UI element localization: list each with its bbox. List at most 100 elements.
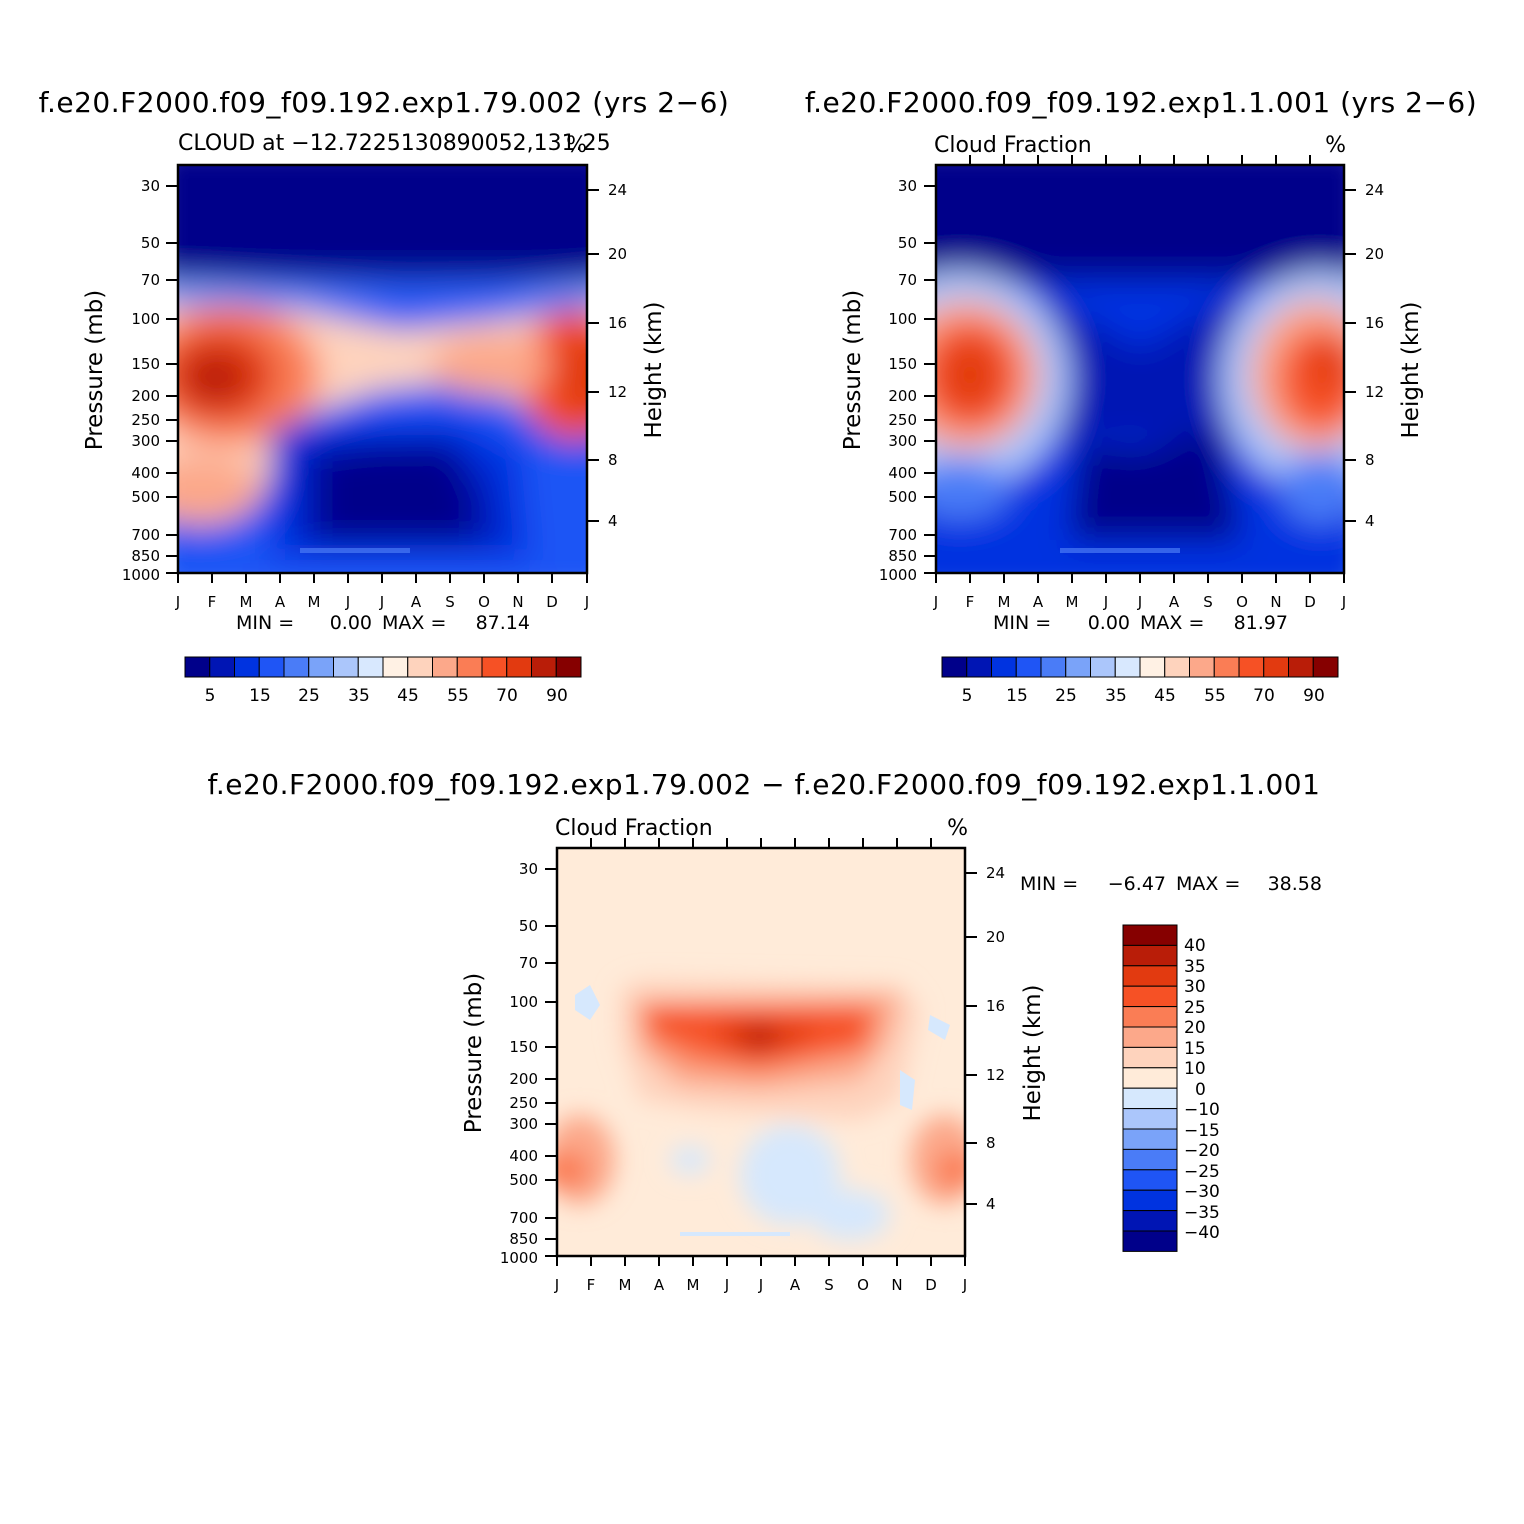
panel2-cb-swatch-9: [1164, 656, 1190, 678]
panel2-ylabel-6: 250: [888, 411, 917, 429]
panel2-cb-swatch-2: [991, 656, 1017, 678]
panel1-xlabel-7: A: [411, 593, 422, 611]
panel2-xlabel-0: J: [933, 593, 938, 611]
panel2-ylabel-2: 70: [898, 271, 917, 289]
panel3-rylabel-0: 24: [986, 864, 1005, 882]
panel2-ylabel-7: 300: [888, 432, 917, 450]
panel3-cb-swatch-2: [1122, 965, 1178, 987]
panel3-cb-swatch-10: [1122, 1128, 1178, 1150]
panel2-xlabel-8: S: [1203, 593, 1213, 611]
panel2-units: %: [1325, 133, 1346, 158]
panel3-xlabel-6: J: [758, 1276, 763, 1294]
panel1-xlabel-9: O: [478, 593, 490, 611]
panel1-xlabel-4: M: [308, 593, 321, 611]
panel3-xlabel-3: A: [654, 1276, 665, 1294]
panel3-xlabel-10: N: [891, 1276, 902, 1294]
panel2-max-value: 81.97: [1234, 612, 1288, 634]
panel2-cb-swatch-14: [1288, 656, 1314, 678]
panel2-ylabels: 30 50 70 100 150 200 250 300 400 500 700…: [879, 177, 917, 584]
panel2-rylabel-4: 8: [1365, 451, 1375, 469]
panel3-ylabel-10: 700: [509, 1209, 538, 1227]
panel1-ylabel-5: 200: [131, 387, 160, 405]
panel1-ylabel-3: 100: [131, 310, 160, 328]
panel2-xlabel-2: M: [998, 593, 1011, 611]
panel3-xlabels: J F M A M J J A S O N D J: [554, 1276, 967, 1294]
panel3-cb-swatch-11: [1122, 1148, 1178, 1171]
panel1-cb-swatch-1: [209, 656, 235, 678]
panel1-ylabel-1: 50: [141, 234, 160, 252]
panel1-cb-swatch-12: [481, 656, 508, 678]
panel3-rylabel-1: 20: [986, 928, 1005, 946]
panel2-ylabel-10: 700: [888, 526, 917, 544]
panel2-ylabel-3: 100: [888, 310, 917, 328]
panel3-xlabel-0: J: [554, 1276, 559, 1294]
panel2-xlabel-7: A: [1169, 593, 1180, 611]
panel3-ylabel-8: 400: [509, 1147, 538, 1165]
panel2-rylabel-3: 12: [1365, 383, 1384, 401]
panel2-xlabels: J F M A M J J A S O N D J: [933, 593, 1346, 611]
panel2-cb-swatch-6: [1090, 656, 1116, 678]
panel2-xlabel-4: M: [1066, 593, 1079, 611]
panel3-ryticks: [965, 872, 977, 1205]
panel2-cb-swatch-0: [941, 656, 968, 678]
panel2-xlabel-9: O: [1236, 593, 1248, 611]
panel3-xticks: [556, 838, 966, 1266]
panel1-cb-swatch-3: [258, 656, 285, 678]
panel1-xlabel-8: S: [445, 593, 455, 611]
panel3-cb-swatch-1: [1122, 944, 1178, 967]
panel1-title: f.e20.F2000.f09_f09.192.exp1.79.002 (yrs…: [39, 86, 730, 119]
panel2-colorbar: [941, 656, 1339, 678]
panel1-xlabel-10: N: [512, 593, 523, 611]
panel3-cb-swatch-7: [1122, 1067, 1178, 1089]
panel2-rylabels: 24 20 16 12 8 4: [1365, 181, 1384, 530]
panel1-colorbar: [184, 656, 582, 678]
panel2-cb-swatch-1: [966, 656, 992, 678]
panel3-cb-label-4: 20: [1184, 1018, 1206, 1038]
panel1-ylabel-right: Height (km): [641, 301, 667, 438]
panel3-subtitle: Cloud Fraction: [555, 816, 713, 841]
panel2-ylabel-right: Height (km): [1398, 301, 1424, 438]
panel3-cb-swatch-6: [1122, 1046, 1178, 1069]
panel2-ylabel-11: 850: [888, 547, 917, 565]
panel3-ylabel-5: 200: [509, 1070, 538, 1088]
panel1-cb-swatch-8: [382, 656, 409, 678]
panel3-cb-swatch-4: [1122, 1006, 1178, 1028]
panel3-cb-label-2: 30: [1184, 977, 1206, 997]
panel3-rylabel-3: 12: [986, 1066, 1005, 1084]
panel2-ylabel-1: 50: [898, 234, 917, 252]
panel3-ylabels: 30 50 70 100 150 200 250 300 400 500 700…: [500, 860, 538, 1267]
panel2-cb-swatch-12: [1238, 656, 1265, 678]
panel3-field: [557, 848, 965, 1256]
panel1-xlabel-12: J: [584, 593, 589, 611]
panel1-cb-swatch-2: [234, 656, 260, 678]
panel3-yticks: [545, 868, 557, 1257]
panel2-cb-swatch-8: [1139, 656, 1166, 678]
panel1-ylabel-9: 500: [131, 488, 160, 506]
panel2-ryticks: [1344, 189, 1356, 522]
panel1-rylabel-1: 20: [608, 245, 627, 263]
panel2-cb-label-3: 35: [1105, 686, 1127, 706]
panel1-min-label: MIN =: [236, 612, 294, 634]
panel2-ylabel-12: 1000: [879, 566, 917, 584]
panel3-ylabel-7: 300: [509, 1115, 538, 1133]
panel3-rylabel-2: 16: [986, 997, 1005, 1015]
panel1-cb-swatch-5: [308, 656, 334, 678]
panel3-xlabel-11: D: [925, 1276, 937, 1294]
panel3-cb-swatch-5: [1122, 1026, 1178, 1048]
panel3-xlabel-8: S: [824, 1276, 834, 1294]
panel3-stats: MIN = −6.47 MAX = 38.58: [1020, 873, 1322, 895]
panel2-xlabel-11: D: [1304, 593, 1316, 611]
panel3-cb-label-6: 10: [1184, 1059, 1206, 1079]
panel3-cb-swatch-12: [1122, 1169, 1178, 1191]
panel3-min-value: −6.47: [1108, 873, 1166, 895]
panel2-min-value: 0.00: [1088, 612, 1130, 634]
panel2-cb-label-5: 55: [1204, 686, 1226, 706]
panel3-xlabel-5: J: [724, 1276, 729, 1294]
panel1-ylabel-7: 300: [131, 432, 160, 450]
panel1-cb-swatch-10: [432, 656, 458, 678]
panel1-ryticks: [587, 189, 599, 522]
panel3-cb-label-0: 40: [1184, 936, 1206, 956]
panel1-axes: J F M A M J J A S O N D J 30 50 70 100 1…: [82, 177, 667, 611]
panel3-ylabel-11: 850: [509, 1230, 538, 1248]
